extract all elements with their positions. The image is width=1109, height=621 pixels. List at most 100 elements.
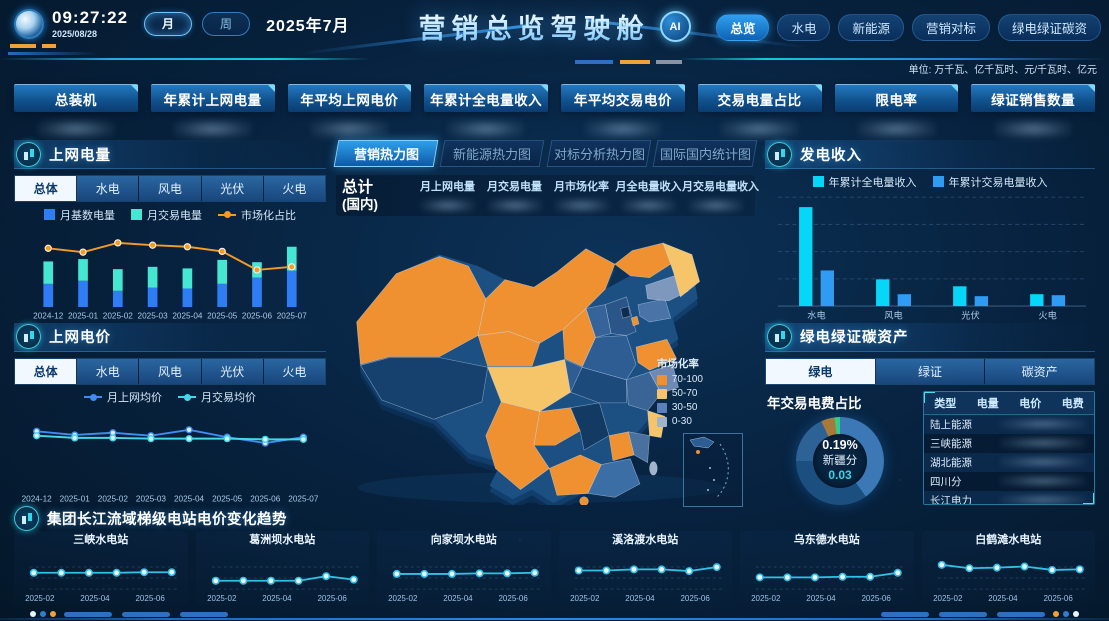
map-metric-value-redacted	[487, 198, 542, 213]
svg-text:2025-02: 2025-02	[570, 594, 600, 603]
legend-label: 月交易均价	[201, 392, 256, 404]
china-map[interactable]	[336, 216, 755, 505]
table-cell-type: 四川分	[930, 475, 962, 488]
map-legend-swatch	[656, 416, 667, 427]
map-metric-label: 月市场化率	[554, 181, 609, 193]
station-line-chart: 2025-02 2025-04 2025-06	[207, 566, 360, 603]
green-tab-绿电[interactable]: 绿电	[766, 358, 876, 384]
table-row[interactable]: 湖北能源	[924, 452, 1094, 472]
table-cell-type: 陆上能源	[930, 418, 972, 431]
svg-text:2025-06: 2025-06	[498, 594, 528, 603]
map-metric: 月交易电量	[481, 178, 548, 213]
panel-title: 绿电绿证碳资产	[800, 330, 909, 346]
grid-power-chart: 2024-12 2025-01 2025-02 2025-03 2025-04 2025-…	[33, 239, 308, 321]
nav-item-营销对标[interactable]: 营销对标	[911, 14, 990, 41]
map-regions[interactable]	[356, 242, 700, 505]
map-region	[627, 431, 650, 464]
price-tab-光伏[interactable]: 光伏	[201, 358, 264, 384]
bar-chart-icon	[767, 141, 792, 167]
map-metric-value-redacted	[420, 198, 475, 213]
svg-text:2025-07: 2025-07	[277, 312, 308, 321]
price-tab-水电[interactable]: 水电	[77, 358, 140, 384]
svg-text:2025-05: 2025-05	[207, 312, 238, 321]
legend-item: 月交易均价	[178, 389, 256, 405]
power-tab-总体[interactable]: 总体	[15, 176, 78, 201]
svg-text:2025-04: 2025-04	[443, 594, 473, 603]
kpi-value-redacted	[994, 119, 1072, 139]
period-button-周[interactable]: 周	[202, 11, 251, 36]
map-region	[587, 458, 641, 498]
scroll-segment[interactable]	[180, 612, 228, 617]
kpi-label: 限电率	[834, 84, 959, 112]
green-table-head: 类型 电量 电价 电费	[924, 391, 1094, 415]
map-tab-营销热力图[interactable]: 营销热力图	[333, 140, 439, 167]
green-assets-header: 绿电绿证碳资产	[765, 322, 1095, 352]
kpi-value-redacted	[447, 119, 525, 139]
table-values-redacted	[1000, 456, 1086, 468]
table-row[interactable]: 三峡能源	[924, 434, 1094, 453]
kpi-value-redacted	[311, 119, 388, 139]
map-legend-item: 50-70	[656, 388, 703, 399]
svg-text:2025-03: 2025-03	[136, 494, 167, 503]
scroll-segment[interactable]	[997, 612, 1045, 617]
kpi-value-redacted	[174, 119, 251, 139]
table-header-cell: 类型	[934, 397, 957, 410]
svg-text:2025-06: 2025-06	[317, 594, 347, 603]
units-note: 单位: 万千瓦、亿千瓦时、元/千瓦时、亿元	[908, 65, 1097, 76]
green-tab-碳资产[interactable]: 碳资产	[985, 358, 1095, 384]
kpi-label: 年累计全电量收入	[424, 84, 548, 112]
bar-chart-icon	[767, 324, 792, 349]
map-tab-对标分析热力图[interactable]: 对标分析热力图	[546, 140, 652, 167]
kpi-value-redacted	[858, 119, 935, 139]
bottom-scroll-strip[interactable]	[0, 609, 1109, 621]
power-tab-火电[interactable]: 火电	[263, 176, 326, 201]
kpi-card: 年累计全电量收入	[424, 84, 548, 139]
revenue-header: 发电收入	[765, 140, 1095, 169]
price-tab-总体[interactable]: 总体	[15, 358, 78, 384]
main-grid: 上网电量 总体 水电 风电 光伏 火电 月基数电量 月交易电量 市场化占比 2024-12 2…	[14, 140, 1095, 507]
map-stats: 总计 (国内) 月上网电量 月交易电量 月市场化率 月全电量收入 月交易电量收入	[336, 175, 759, 216]
svg-text:2025-02: 2025-02	[25, 594, 55, 603]
scroll-segment[interactable]	[64, 612, 112, 617]
map-legend-label: 30-50	[671, 402, 698, 413]
nav-item-新能源[interactable]: 新能源	[838, 14, 904, 41]
scroll-segment[interactable]	[939, 612, 987, 617]
map-region	[581, 335, 637, 381]
scroll-segment[interactable]	[881, 612, 929, 617]
panel-revenue: 发电收入 年累计全电量收入 年累计交易电量收入 水电 风电 光伏 火电	[765, 140, 1095, 323]
legend-line-swatch	[178, 393, 196, 401]
svg-text:水电: 水电	[807, 309, 825, 320]
scroll-dot	[40, 611, 46, 617]
kpi-label: 交易电量占比	[697, 84, 822, 112]
map-tab-国际国内统计图[interactable]: 国际国内统计图	[652, 140, 758, 167]
station-title: 溪洛渡水电站	[612, 534, 679, 546]
price-tab-火电[interactable]: 火电	[263, 358, 326, 384]
nav-item-水电[interactable]: 水电	[777, 14, 831, 41]
station-line-chart: 2025-02 2025-04 2025-06	[388, 566, 541, 603]
kpi-card: 年累计上网电量	[150, 84, 275, 139]
table-row[interactable]: 四川分	[924, 472, 1094, 491]
nav-item-绿电绿证碳资[interactable]: 绿电绿证碳资	[997, 14, 1101, 41]
grid-price-legend: 月上网均价 月交易均价	[14, 390, 326, 405]
green-tab-绿证[interactable]: 绿证	[875, 358, 986, 384]
svg-text:2025-05: 2025-05	[212, 494, 243, 503]
map-tab-新能源热力图[interactable]: 新能源热力图	[439, 140, 545, 167]
nav-item-总览[interactable]: 总览	[716, 14, 770, 41]
table-row[interactable]: 陆上能源	[924, 414, 1094, 434]
ai-assistant-button[interactable]: AI	[659, 11, 691, 42]
power-tab-风电[interactable]: 风电	[139, 176, 202, 201]
table-row[interactable]: 长江电力	[924, 490, 1094, 505]
panel-grid-power: 上网电量 总体 水电 风电 光伏 火电 月基数电量 月交易电量 市场化占比 2024-12 2…	[14, 140, 326, 323]
legend-item: 月基数电量	[44, 207, 115, 223]
map-tab-label: 对标分析热力图	[553, 147, 645, 162]
scroll-segment[interactable]	[122, 612, 170, 617]
period-button-月[interactable]: 月	[144, 11, 193, 36]
station-title: 三峡水电站	[73, 534, 129, 546]
price-tab-风电[interactable]: 风电	[139, 358, 202, 384]
power-tab-水电[interactable]: 水电	[77, 176, 140, 201]
power-tab-光伏[interactable]: 光伏	[201, 176, 264, 201]
clock-date: 2025/08/28	[52, 29, 98, 39]
legend-swatch	[131, 209, 142, 220]
grid-price-chart: 2024-12 2025-01 2025-02 2025-03 2025-04 2025-…	[22, 425, 319, 503]
table-cell-type: 长江电力	[930, 494, 972, 505]
